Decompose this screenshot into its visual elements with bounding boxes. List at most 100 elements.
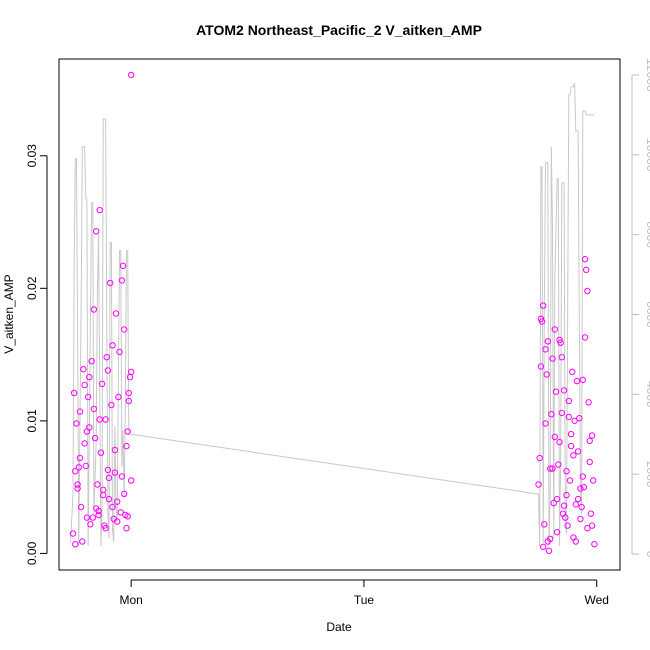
data-point xyxy=(128,71,135,79)
data-point xyxy=(548,411,555,418)
data-point xyxy=(545,547,553,554)
data-point xyxy=(114,518,121,525)
data-point xyxy=(572,538,579,545)
data-point xyxy=(105,495,113,503)
data-point xyxy=(72,541,79,548)
data-point xyxy=(77,503,85,511)
data-point xyxy=(100,486,107,493)
data-point xyxy=(567,442,575,450)
data-point xyxy=(556,438,563,446)
data-point xyxy=(543,371,550,378)
data-point xyxy=(583,266,590,273)
y-tick-label-left: 0.02 xyxy=(25,276,39,300)
data-point xyxy=(587,510,595,517)
data-point xyxy=(95,511,102,519)
data-point xyxy=(79,538,86,545)
data-point xyxy=(535,481,542,488)
data-point xyxy=(107,279,114,287)
data-point xyxy=(128,477,135,484)
data-point xyxy=(540,543,547,550)
data-point xyxy=(91,434,99,442)
data-point xyxy=(125,397,133,405)
data-point xyxy=(586,458,593,466)
data-point xyxy=(565,413,572,421)
data-point xyxy=(549,465,556,472)
data-point xyxy=(81,381,88,389)
data-point xyxy=(584,525,591,532)
data-point xyxy=(75,464,83,471)
data-point xyxy=(121,326,128,333)
data-point xyxy=(560,387,568,394)
data-point xyxy=(563,468,570,475)
data-point xyxy=(590,477,597,484)
data-point xyxy=(76,454,84,462)
data-point xyxy=(69,530,77,537)
data-point xyxy=(93,228,100,235)
x-tick-label: Wed xyxy=(584,593,608,607)
data-point xyxy=(550,499,557,507)
data-point xyxy=(119,262,127,269)
data-point xyxy=(124,428,131,435)
data-point xyxy=(566,477,574,484)
data-point xyxy=(558,354,565,361)
y-tick-label-right: 12000 xyxy=(644,58,650,92)
data-point xyxy=(80,366,87,373)
data-point xyxy=(90,405,98,413)
data-point xyxy=(70,389,78,397)
data-point xyxy=(537,363,545,370)
data-point xyxy=(537,315,545,322)
data-point xyxy=(570,452,577,459)
y-tick-label-right: 10000 xyxy=(644,138,650,172)
data-point xyxy=(558,409,565,417)
data-point xyxy=(88,358,95,365)
data-point xyxy=(549,355,556,362)
data-point xyxy=(555,461,562,468)
data-point xyxy=(553,495,561,503)
data-point xyxy=(96,206,103,214)
data-point xyxy=(98,380,106,387)
data-point xyxy=(74,485,81,492)
data-point xyxy=(551,326,558,333)
data-point xyxy=(578,503,585,511)
data-point xyxy=(544,338,551,345)
data-point xyxy=(81,440,88,447)
data-point xyxy=(128,368,135,375)
data-point xyxy=(118,277,126,284)
data-point xyxy=(547,535,554,542)
y-tick-label-left: 0.03 xyxy=(25,144,39,168)
data-point xyxy=(556,336,563,344)
data-point xyxy=(90,306,98,313)
data-point xyxy=(94,481,101,488)
data-point xyxy=(574,448,582,455)
data-point xyxy=(112,310,120,317)
y-axis-right: 0 2000 4000 6000 8000 10000 12000 xyxy=(631,58,650,558)
data-point xyxy=(84,393,92,401)
data-point xyxy=(123,525,130,532)
data-point xyxy=(541,521,548,528)
data-point xyxy=(551,433,558,440)
x-axis-label: Date xyxy=(326,620,352,634)
data-point xyxy=(580,484,588,491)
data-point xyxy=(553,529,561,536)
data-point xyxy=(103,354,110,361)
data-point xyxy=(574,495,582,503)
data-point xyxy=(124,513,131,520)
data-point xyxy=(542,346,549,353)
data-point xyxy=(584,287,591,295)
data-point xyxy=(116,348,123,356)
y-tick-label-left: 0.00 xyxy=(25,541,39,565)
y-axis-left: 0.00 0.01 0.02 0.03 xyxy=(25,144,48,565)
data-point xyxy=(577,515,584,523)
data-point xyxy=(579,376,586,383)
plot-frame xyxy=(58,58,621,571)
y-tick-label-right: 4000 xyxy=(644,381,650,408)
y-tick-label-right: 0 xyxy=(644,551,650,558)
y-tick-label-right: 6000 xyxy=(644,301,650,328)
data-point xyxy=(588,432,596,439)
data-point xyxy=(579,473,586,480)
data-point xyxy=(573,377,581,385)
x-axis: Mon Tue Wed xyxy=(119,579,609,607)
data-point xyxy=(547,465,554,472)
data-point xyxy=(114,498,121,505)
